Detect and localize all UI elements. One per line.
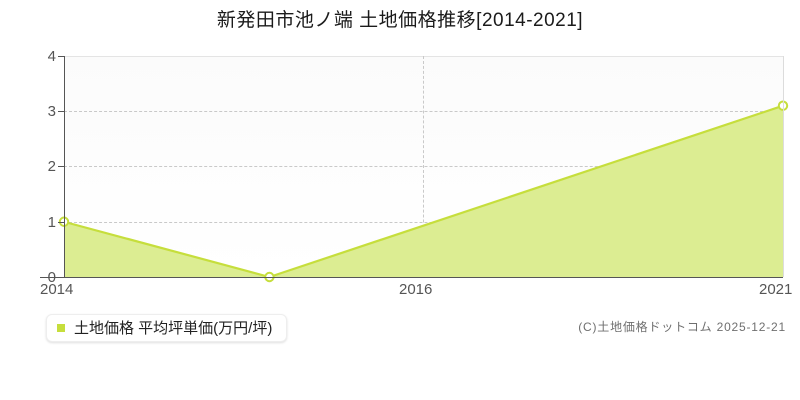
y-tick-mark-2: [58, 166, 64, 167]
y-tick-mark-1: [58, 222, 64, 223]
area-fill-shape: [64, 105, 783, 277]
plot-right-border: [783, 56, 784, 277]
x-tick-label-2014: 2014: [40, 281, 74, 298]
copyright-credit: (C)土地価格ドットコム 2025-12-21: [578, 320, 786, 334]
legend-item-label: 土地価格 平均坪単価(万円/坪): [74, 319, 273, 337]
y-tick-label-3: 3: [47, 103, 56, 120]
y-tick-label-4: 4: [47, 48, 56, 65]
y-axis: [64, 56, 65, 278]
y-tick-label-2: 2: [47, 158, 56, 175]
y-tick-mark-4: [58, 56, 64, 57]
series-land-price: [58, 100, 789, 283]
page-title: 新発田市池ノ端 土地価格推移[2014-2021]: [216, 10, 584, 31]
y-tick-mark-3: [58, 111, 64, 112]
chart-legend[interactable]: 土地価格 平均坪単価(万円/坪): [46, 314, 288, 342]
x-tick-label-2016: 2016: [399, 281, 433, 298]
gridline-x-2016: [423, 56, 424, 277]
y-tick-mark-0: [58, 277, 64, 278]
plot-area: [58, 56, 789, 283]
y-tick-label-0: 0: [47, 269, 56, 286]
x-axis: [40, 277, 783, 278]
x-tick-label-2021: 2021: [759, 281, 793, 298]
series-color-swatch-icon: [57, 324, 65, 332]
data-point-2021[interactable]: [777, 100, 789, 111]
y-tick-label-1: 1: [47, 214, 56, 231]
